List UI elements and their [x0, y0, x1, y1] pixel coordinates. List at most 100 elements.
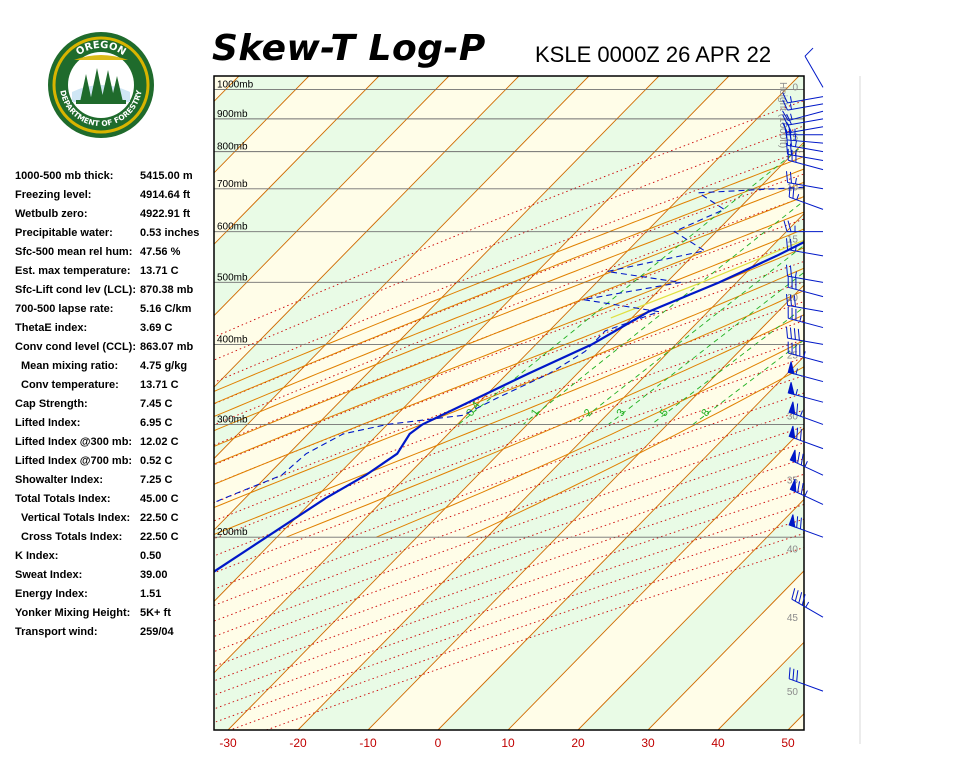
moist-adiabat-line — [214, 228, 804, 465]
isobar-label: 500mb — [217, 272, 248, 283]
dry-adiabat-line — [214, 301, 804, 522]
isobar-label: 900mb — [217, 109, 248, 120]
index-value: 45.00 C — [140, 493, 179, 505]
index-label: Sfc-Lift cond lev (LCL): — [15, 284, 136, 296]
index-value: 22.50 C — [140, 512, 179, 524]
wind-barb — [786, 238, 824, 257]
moist-adiabat-line — [214, 211, 804, 447]
moist-adiabat-line — [214, 247, 804, 485]
index-row: K Index: 0.50 — [15, 548, 215, 567]
index-row: Lifted Index @700 mb: 0.52 C — [15, 453, 215, 472]
index-value: 863.07 mb — [140, 341, 194, 353]
wind-barb — [787, 341, 824, 363]
isotherm-line — [214, 76, 800, 674]
index-label: Showalter Index: — [15, 474, 104, 486]
isotherm-line — [647, 570, 804, 730]
x-tick-label: 30 — [641, 736, 655, 750]
index-row: Conv temperature: 13.71 C — [15, 377, 215, 396]
index-label: Wetbulb zero: — [15, 208, 88, 220]
isobar-label: 200mb — [217, 527, 248, 538]
height-tick-label: 30 — [787, 411, 799, 422]
oregon-dept-forestry-logo: OREGON DEPARTMENT OF FORESTRY — [48, 32, 154, 138]
wind-barb — [786, 171, 824, 190]
index-row: Yonker Mixing Height: 5K+ ft — [15, 605, 215, 624]
index-value: 4.75 g/kg — [140, 360, 188, 372]
isotherm-line — [214, 76, 380, 245]
height-tick-label: 20 — [787, 293, 799, 304]
dewpoint-line — [214, 186, 804, 504]
index-label: Conv temperature: — [21, 379, 119, 391]
wind-barb — [804, 47, 824, 88]
index-label: Precipitable water: — [15, 227, 113, 239]
mixing-ratio-label: 1 — [529, 407, 542, 419]
isotherm-line — [437, 355, 804, 730]
index-label: Cap Strength: — [15, 398, 88, 410]
chart-title: Skew-T Log-P — [212, 28, 486, 69]
wind-barb — [786, 326, 824, 345]
moist-adiabat-line — [214, 195, 804, 432]
index-value: 22.50 C — [140, 531, 179, 543]
mixing-ratio-label: 3 — [615, 407, 628, 419]
index-row: Showalter Index: 7.25 C — [15, 472, 215, 491]
tree-icon — [80, 68, 123, 102]
height-tick-label: 35 — [787, 476, 799, 487]
index-label: 700-500 lapse rate: — [15, 303, 114, 315]
index-label: Sweat Index: — [15, 569, 83, 581]
index-label: Lifted Index @300 mb: — [15, 436, 133, 448]
index-row: Conv cond level (CCL): 863.07 mb — [15, 339, 215, 358]
dry-adiabat-line — [214, 100, 804, 338]
plot-area: 0.4 1 2 3 5 8 — [214, 76, 804, 730]
index-row: Transport wind: 259/04 — [15, 624, 215, 643]
isotherm-line — [214, 76, 450, 317]
mixing-ratio-label: 2 — [582, 407, 595, 419]
index-row: 1000-500 mb thick: 5415.00 m — [15, 168, 215, 187]
isotherm-line — [214, 76, 730, 603]
height-tick-label: 40 — [787, 545, 799, 556]
height-tick-label: 50 — [787, 687, 799, 698]
index-label: 1000-500 mb thick: — [15, 170, 114, 182]
wind-barb — [787, 361, 824, 383]
index-row: Est. max temperature: 13.71 C — [15, 263, 215, 282]
wind-barb — [788, 401, 824, 425]
moist-adiabat-line — [214, 267, 804, 509]
index-label: Vertical Totals Index: — [21, 512, 131, 524]
index-row: Mean mixing ratio: 4.75 g/kg — [15, 358, 215, 377]
index-label: Lifted Index: — [15, 417, 81, 429]
plot-frame — [213, 75, 805, 731]
index-value: 13.71 C — [140, 265, 179, 277]
index-value: 870.38 mb — [140, 284, 194, 296]
dry-adiabat-line — [214, 173, 804, 405]
index-value: 5K+ ft — [140, 607, 171, 619]
isobar-label: 1000mb — [217, 80, 254, 91]
index-row: Sweat Index: 39.00 — [15, 567, 215, 586]
wind-barb — [788, 425, 824, 450]
index-value: 3.69 C — [140, 322, 173, 334]
mixing-ratio-line — [522, 200, 804, 425]
x-tick-label: 20 — [571, 736, 585, 750]
isotherm-line — [214, 76, 660, 531]
index-row: Sfc-Lift cond lev (LCL): 870.38 mb — [15, 282, 215, 301]
index-value: 13.71 C — [140, 379, 179, 391]
index-value: 0.52 C — [140, 455, 173, 467]
mixing-ratio-label: 5 — [658, 407, 671, 419]
temperature-line — [214, 240, 804, 573]
svg-text:OREGON: OREGON — [74, 40, 127, 58]
isobar-label: 600mb — [217, 222, 248, 233]
height-tick-label: 45 — [787, 613, 799, 624]
index-row: Cap Strength: 7.45 C — [15, 396, 215, 415]
isotherm-line — [214, 76, 590, 460]
index-value: 7.25 C — [140, 474, 173, 486]
isotherm-line — [507, 427, 804, 730]
index-row: Lifted Index: 6.95 C — [15, 415, 215, 434]
index-row: Precipitable water: 0.53 inches — [15, 225, 215, 244]
stability-indices-panel: 1000-500 mb thick: 5415.00 m Freezing leve… — [15, 168, 215, 643]
index-row: Sfc-500 mean rel hum: 47.56 % — [15, 244, 215, 263]
wind-barb — [788, 185, 824, 210]
index-row: ThetaE index: 3.69 C — [15, 320, 215, 339]
index-label: K Index: — [15, 550, 59, 562]
moist-adiabat-line — [214, 168, 804, 405]
index-label: ThetaE index: — [15, 322, 88, 334]
isobar-label: 700mb — [217, 179, 248, 190]
index-label: Est. max temperature: — [15, 265, 131, 277]
x-tick-label: 10 — [501, 736, 515, 750]
